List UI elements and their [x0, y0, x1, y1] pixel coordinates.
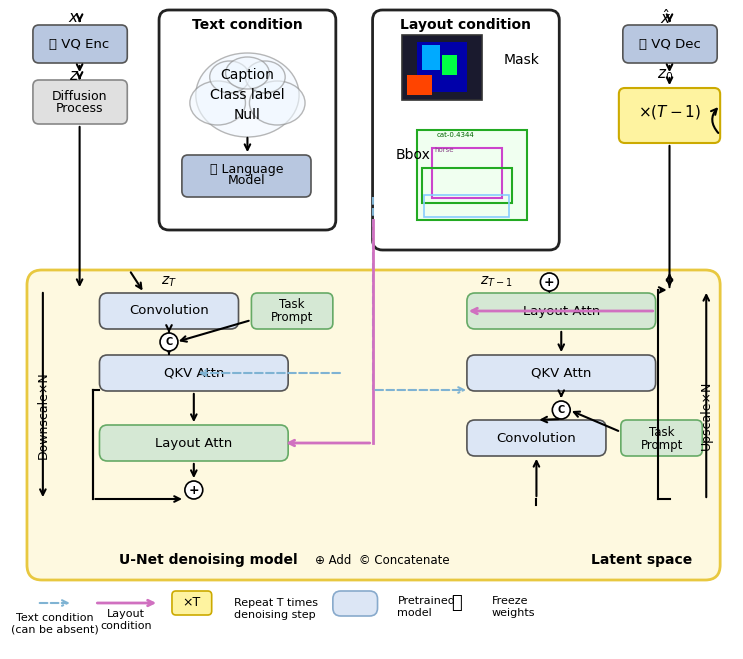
Bar — [432, 148, 502, 198]
Text: Null: Null — [234, 108, 261, 122]
FancyBboxPatch shape — [619, 88, 720, 143]
Text: Layout: Layout — [107, 609, 146, 619]
Text: Task: Task — [279, 299, 305, 312]
Ellipse shape — [226, 57, 269, 89]
FancyBboxPatch shape — [100, 425, 288, 461]
Text: 🔒: 🔒 — [452, 594, 462, 612]
Text: QKV Attn: QKV Attn — [163, 366, 224, 380]
Text: Layout condition: Layout condition — [400, 18, 531, 32]
FancyBboxPatch shape — [467, 293, 655, 329]
FancyBboxPatch shape — [33, 80, 127, 124]
Bar — [422, 168, 512, 203]
FancyBboxPatch shape — [159, 10, 336, 230]
Circle shape — [185, 481, 203, 499]
FancyBboxPatch shape — [100, 293, 239, 329]
Text: Prompt: Prompt — [640, 438, 683, 451]
Text: weights: weights — [492, 608, 535, 618]
Text: condition: condition — [100, 621, 152, 631]
Bar — [418, 42, 467, 92]
Bar — [407, 75, 432, 95]
Text: Convolution: Convolution — [496, 432, 577, 445]
Bar — [403, 35, 481, 100]
Text: +: + — [544, 275, 555, 289]
Text: 🔒 VQ Enc: 🔒 VQ Enc — [50, 38, 110, 51]
Text: Convolution: Convolution — [129, 304, 209, 318]
Bar — [422, 45, 440, 70]
FancyBboxPatch shape — [172, 591, 212, 615]
FancyBboxPatch shape — [372, 10, 559, 250]
Text: C: C — [166, 337, 172, 347]
Text: Caption: Caption — [221, 68, 274, 82]
FancyBboxPatch shape — [251, 293, 333, 329]
FancyBboxPatch shape — [621, 420, 702, 456]
Text: Freeze: Freeze — [492, 596, 528, 606]
Text: $z_{T-1}$: $z_{T-1}$ — [481, 275, 513, 289]
Text: x: x — [68, 11, 77, 26]
Circle shape — [540, 273, 558, 291]
Text: Downscale×N: Downscale×N — [36, 371, 49, 459]
Text: Text condition: Text condition — [192, 18, 303, 32]
Text: U-Net denoising model: U-Net denoising model — [120, 553, 298, 567]
Text: Class label: Class label — [210, 88, 285, 102]
Text: model: model — [398, 608, 432, 618]
Text: ⊕ Add  © Concatenate: ⊕ Add © Concatenate — [315, 554, 450, 567]
Text: Text condition: Text condition — [16, 613, 94, 623]
Text: Process: Process — [56, 103, 103, 115]
Text: +: + — [189, 484, 199, 496]
Text: C: C — [558, 405, 565, 415]
Text: Pretrained: Pretrained — [398, 596, 455, 606]
Ellipse shape — [245, 61, 285, 93]
Text: (can be absent): (can be absent) — [11, 625, 99, 635]
FancyBboxPatch shape — [100, 355, 288, 391]
Text: horse: horse — [434, 147, 454, 153]
Text: Prompt: Prompt — [271, 312, 314, 324]
Text: Upscale×N: Upscale×N — [700, 380, 713, 449]
Text: 🔒 VQ Dec: 🔒 VQ Dec — [638, 38, 701, 51]
FancyBboxPatch shape — [333, 591, 377, 616]
Ellipse shape — [196, 53, 299, 137]
Text: $z_T$: $z_T$ — [161, 275, 177, 289]
Ellipse shape — [210, 61, 250, 93]
Text: z: z — [68, 67, 77, 82]
Text: 🔒 Language: 🔒 Language — [210, 163, 283, 175]
Text: Layout Attn: Layout Attn — [522, 304, 600, 318]
Circle shape — [160, 333, 178, 351]
FancyBboxPatch shape — [623, 25, 717, 63]
Bar — [442, 55, 457, 75]
Text: Mask: Mask — [504, 53, 539, 67]
Text: Diffusion: Diffusion — [52, 90, 107, 103]
Bar — [424, 195, 509, 217]
Text: $\times(T-1)$: $\times(T-1)$ — [638, 103, 701, 121]
FancyBboxPatch shape — [27, 270, 720, 580]
Text: Layout Attn: Layout Attn — [155, 436, 233, 449]
Text: ×T: ×T — [183, 596, 201, 610]
Text: Model: Model — [227, 175, 265, 188]
FancyBboxPatch shape — [467, 355, 655, 391]
Text: QKV Attn: QKV Attn — [531, 366, 591, 380]
Text: denoising step: denoising step — [233, 610, 315, 620]
Text: cat-0.4344: cat-0.4344 — [437, 132, 475, 138]
Ellipse shape — [250, 81, 305, 125]
FancyBboxPatch shape — [33, 25, 127, 63]
FancyBboxPatch shape — [467, 420, 606, 456]
Text: $z_0$: $z_0$ — [658, 67, 674, 83]
Text: Task: Task — [649, 426, 675, 438]
Bar — [418, 130, 527, 220]
Text: Latent space: Latent space — [591, 553, 692, 567]
Text: $\hat{x}$: $\hat{x}$ — [660, 9, 672, 28]
Circle shape — [552, 401, 570, 419]
Text: Repeat T times: Repeat T times — [233, 598, 317, 608]
Ellipse shape — [190, 81, 245, 125]
Text: Bbox: Bbox — [395, 148, 430, 162]
FancyBboxPatch shape — [182, 155, 311, 197]
